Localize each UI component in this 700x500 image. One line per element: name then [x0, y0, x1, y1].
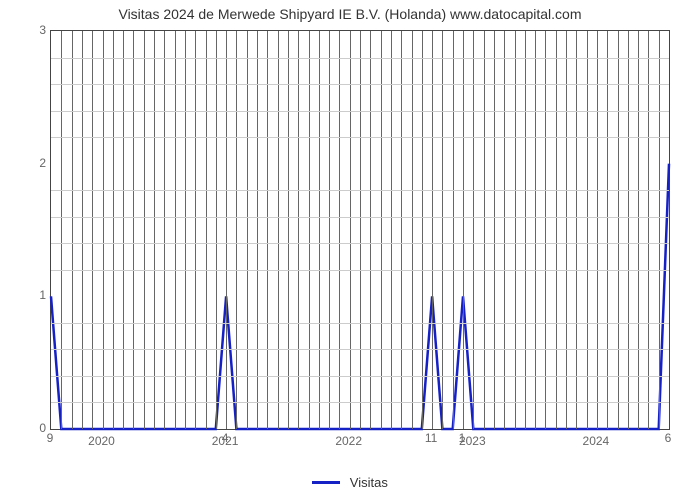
gridline-v [123, 31, 124, 429]
gridline-v [164, 31, 165, 429]
gridline-v [319, 31, 320, 429]
x-tick-label: 2020 [88, 434, 115, 448]
gridline-v [370, 31, 371, 429]
gridline-v [92, 31, 93, 429]
data-point-label: 6 [665, 431, 672, 445]
gridline-v [494, 31, 495, 429]
gridline-v [339, 31, 340, 429]
gridline-v [504, 31, 505, 429]
data-point-label: 11 [425, 431, 437, 445]
legend-label: Visitas [350, 475, 388, 490]
gridline-v [329, 31, 330, 429]
gridline-v [72, 31, 73, 429]
gridline-v [412, 31, 413, 429]
x-tick-label: 2022 [335, 434, 362, 448]
legend-swatch [312, 481, 340, 484]
gridline-v [453, 31, 454, 429]
gridline-v [566, 31, 567, 429]
gridline-v [103, 31, 104, 429]
gridline-h-minor [51, 270, 669, 271]
gridline-v [175, 31, 176, 429]
gridline-v [659, 31, 660, 429]
gridline-v [278, 31, 279, 429]
gridline-v [525, 31, 526, 429]
gridline-v [195, 31, 196, 429]
gridline-v [288, 31, 289, 429]
gridline-h-minor [51, 137, 669, 138]
gridline-v [545, 31, 546, 429]
gridline-v [576, 31, 577, 429]
gridline-v [648, 31, 649, 429]
gridline-v [226, 31, 227, 429]
gridline-v [618, 31, 619, 429]
gridline-v [257, 31, 258, 429]
gridline-v [61, 31, 62, 429]
gridline-v [350, 31, 351, 429]
gridline-v [216, 31, 217, 429]
gridline-v [185, 31, 186, 429]
gridline-v [82, 31, 83, 429]
gridline-v [236, 31, 237, 429]
y-tick-label: 3 [26, 23, 46, 37]
gridline-v [484, 31, 485, 429]
gridline-v [535, 31, 536, 429]
legend: Visitas [0, 474, 700, 490]
plot-area [50, 30, 670, 430]
gridline-v [473, 31, 474, 429]
gridline-v [247, 31, 248, 429]
y-tick-label: 1 [26, 288, 46, 302]
gridline-h-minor [51, 190, 669, 191]
gridline-v [360, 31, 361, 429]
gridline-h-minor [51, 217, 669, 218]
gridline-v [628, 31, 629, 429]
gridline-v [442, 31, 443, 429]
gridline-v [391, 31, 392, 429]
chart-title: Visitas 2024 de Merwede Shipyard IE B.V.… [0, 6, 700, 22]
data-point-label: 9 [47, 431, 54, 445]
gridline-h-minor [51, 58, 669, 59]
data-point-label: 4 [222, 431, 229, 445]
gridline-v [463, 31, 464, 429]
gridline-v [638, 31, 639, 429]
gridline-v [381, 31, 382, 429]
chart-container: Visitas 2024 de Merwede Shipyard IE B.V.… [0, 0, 700, 500]
gridline-h-minor [51, 402, 669, 403]
gridline-v [206, 31, 207, 429]
gridline-v [515, 31, 516, 429]
gridline-h-minor [51, 111, 669, 112]
gridline-v [154, 31, 155, 429]
gridline-v [587, 31, 588, 429]
gridline-v [432, 31, 433, 429]
x-tick-label: 2024 [583, 434, 610, 448]
gridline-h-minor [51, 349, 669, 350]
gridline-v [133, 31, 134, 429]
gridline-h-minor [51, 376, 669, 377]
gridline-v [607, 31, 608, 429]
gridline-v [113, 31, 114, 429]
gridline-v [422, 31, 423, 429]
gridline-v [144, 31, 145, 429]
gridline-v [267, 31, 268, 429]
gridline-v [597, 31, 598, 429]
data-point-label: 1 [459, 431, 466, 445]
gridline-v [401, 31, 402, 429]
gridline-v [556, 31, 557, 429]
gridline-h-minor [51, 84, 669, 85]
gridline-h-minor [51, 323, 669, 324]
y-tick-label: 2 [26, 156, 46, 170]
gridline-v [309, 31, 310, 429]
gridline-v [298, 31, 299, 429]
gridline-h-minor [51, 243, 669, 244]
y-tick-label: 0 [26, 421, 46, 435]
